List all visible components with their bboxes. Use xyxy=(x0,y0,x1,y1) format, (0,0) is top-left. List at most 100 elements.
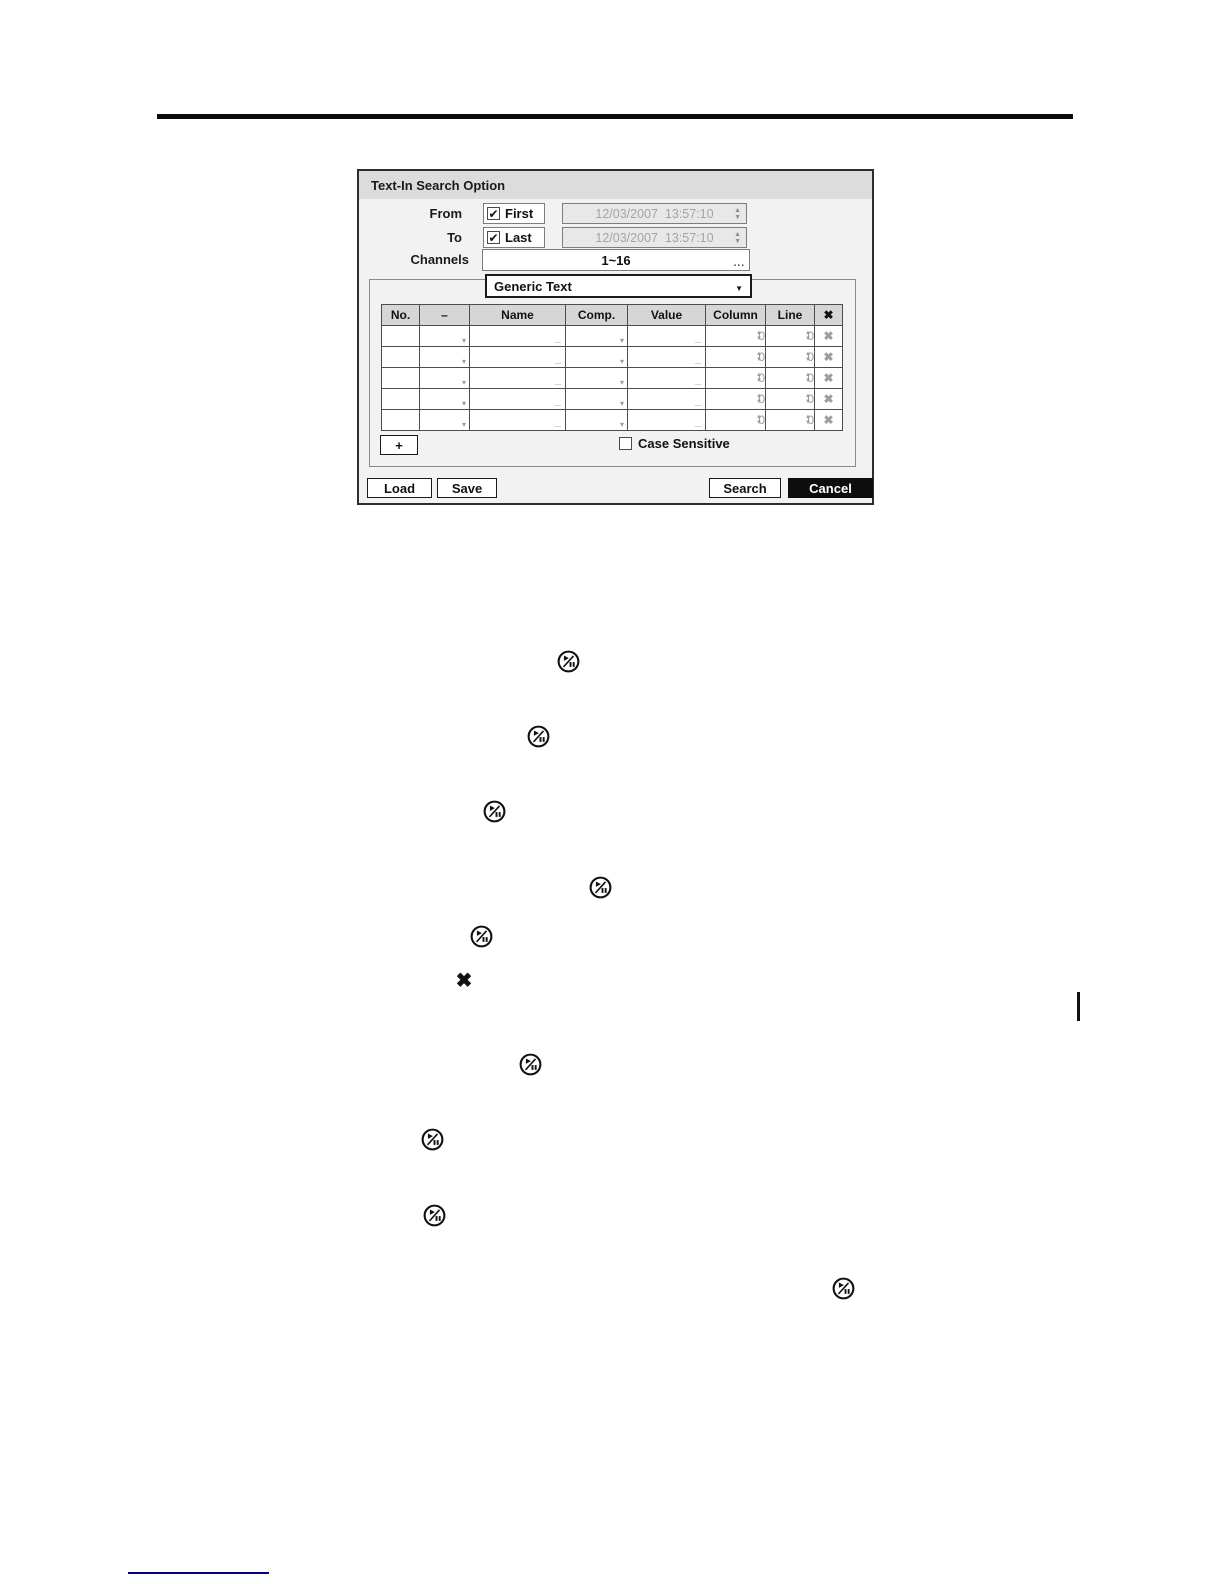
keyboard-entry-icon: _ xyxy=(694,374,701,386)
delete-row-button[interactable]: ✖ xyxy=(814,325,843,347)
text-in-search-option-dialog: Text-In Search Option From ✔ First 12/03… xyxy=(357,169,874,505)
column-cell-spinner[interactable]: 0 ▲ ▼ xyxy=(705,325,766,347)
chevron-down-icon: ▾ xyxy=(461,399,466,408)
footnote-rule xyxy=(128,1572,269,1574)
load-button[interactable]: Load xyxy=(367,478,432,498)
col-header-dash: – xyxy=(419,304,470,326)
spinner-up-icon[interactable]: ▲ xyxy=(734,207,741,214)
chevron-down-icon: ▾ xyxy=(461,336,466,345)
delete-row-button[interactable]: ✖ xyxy=(814,409,843,431)
spinner-icon[interactable]: ▲ ▼ xyxy=(756,330,762,342)
from-first-checkbox-field[interactable]: ✔ First xyxy=(483,203,545,224)
dash-cell-dropdown[interactable]: ▾ xyxy=(419,346,470,368)
line-cell-spinner[interactable]: 0 ▲ ▼ xyxy=(765,388,815,410)
keyboard-entry-icon: _ xyxy=(694,332,701,344)
save-button[interactable]: Save xyxy=(437,478,497,498)
spinner-icon[interactable]: ▲ ▼ xyxy=(756,414,762,426)
keyboard-entry-icon: _ xyxy=(554,374,561,386)
text-type-dropdown[interactable]: Generic Text ▼ xyxy=(485,274,752,298)
search-button[interactable]: Search xyxy=(709,478,781,498)
table-header-row: No. – Name Comp. Value Column Line ✖ xyxy=(381,304,843,326)
value-cell-input[interactable]: _ xyxy=(627,388,706,410)
dash-cell-dropdown[interactable]: ▾ xyxy=(419,388,470,410)
chevron-down-icon: ▾ xyxy=(461,357,466,366)
spinner-icon[interactable]: ▲ ▼ xyxy=(756,372,762,384)
name-cell-input[interactable]: _ xyxy=(469,367,566,389)
spinner-up-icon[interactable]: ▲ xyxy=(734,231,741,238)
chevron-down-icon: ▾ xyxy=(461,378,466,387)
to-datetime-spinner[interactable]: ▲ ▼ xyxy=(734,231,741,245)
value-cell-input[interactable]: _ xyxy=(627,409,706,431)
play-pause-button-icon xyxy=(527,725,550,748)
play-pause-button-icon xyxy=(519,1053,542,1076)
spinner-icon[interactable]: ▲ ▼ xyxy=(756,393,762,405)
spinner-icon[interactable]: ▲ ▼ xyxy=(805,351,811,363)
from-datetime-spinner[interactable]: ▲ ▼ xyxy=(734,207,741,221)
column-cell-spinner[interactable]: 0 ▲ ▼ xyxy=(705,346,766,368)
dash-cell-dropdown[interactable]: ▾ xyxy=(419,409,470,431)
name-cell-input[interactable]: _ xyxy=(469,346,566,368)
condition-row: ▾ _ ▾ _ 0 ▲ ▼ 0 ▲ ▼ ✖ xyxy=(381,346,843,368)
name-cell-input[interactable]: _ xyxy=(469,409,566,431)
dialog-title-band xyxy=(359,171,872,199)
comp-cell-dropdown[interactable]: ▾ xyxy=(565,388,628,410)
keyboard-entry-icon: _ xyxy=(554,353,561,365)
value-cell-input[interactable]: _ xyxy=(627,325,706,347)
name-cell-input[interactable]: _ xyxy=(469,388,566,410)
channels-field[interactable]: 1~16 ... xyxy=(482,249,750,271)
column-cell-spinner[interactable]: 0 ▲ ▼ xyxy=(705,367,766,389)
keyboard-entry-icon: _ xyxy=(694,416,701,428)
value-cell-input[interactable]: _ xyxy=(627,346,706,368)
spinner-down-icon[interactable]: ▼ xyxy=(734,214,741,221)
chevron-down-icon: ▾ xyxy=(619,357,624,366)
play-pause-button-icon xyxy=(423,1204,446,1227)
case-sensitive-checkbox[interactable] xyxy=(619,437,632,450)
dialog-title: Text-In Search Option xyxy=(371,178,506,193)
condition-row: ▾ _ ▾ _ 0 ▲ ▼ 0 ▲ ▼ ✖ xyxy=(381,325,843,347)
name-cell-input[interactable]: _ xyxy=(469,325,566,347)
spinner-icon[interactable]: ▲ ▼ xyxy=(805,330,811,342)
col-header-value: Value xyxy=(627,304,706,326)
delete-row-button[interactable]: ✖ xyxy=(814,367,843,389)
to-datetime-field[interactable]: 12/03/2007 13:57:10 ▲ ▼ xyxy=(562,227,747,248)
channels-value: 1~16 xyxy=(601,252,631,268)
delete-row-button[interactable]: ✖ xyxy=(814,346,843,368)
col-header-delete-icon: ✖ xyxy=(814,304,843,326)
from-first-checkbox[interactable]: ✔ xyxy=(487,206,500,221)
line-cell-spinner[interactable]: 0 ▲ ▼ xyxy=(765,367,815,389)
chevron-down-icon: ▾ xyxy=(461,420,466,429)
play-pause-button-icon xyxy=(832,1277,855,1300)
column-cell-spinner[interactable]: 0 ▲ ▼ xyxy=(705,388,766,410)
line-cell-spinner[interactable]: 0 ▲ ▼ xyxy=(765,409,815,431)
delete-row-button[interactable]: ✖ xyxy=(814,388,843,410)
spinner-down-icon[interactable]: ▼ xyxy=(734,238,741,245)
comp-cell-dropdown[interactable]: ▾ xyxy=(565,346,628,368)
chevron-down-icon: ▾ xyxy=(619,336,624,345)
comp-cell-dropdown[interactable]: ▾ xyxy=(565,367,628,389)
channels-label: Channels xyxy=(410,252,469,267)
dash-cell-dropdown[interactable]: ▾ xyxy=(419,367,470,389)
spinner-icon[interactable]: ▲ ▼ xyxy=(805,372,811,384)
from-datetime-field[interactable]: 12/03/2007 13:57:10 ▲ ▼ xyxy=(562,203,747,224)
spinner-icon[interactable]: ▲ ▼ xyxy=(805,393,811,405)
value-cell-input[interactable]: _ xyxy=(627,367,706,389)
dash-cell-dropdown[interactable]: ▾ xyxy=(419,325,470,347)
play-pause-button-icon xyxy=(557,650,580,673)
case-sensitive-option[interactable]: Case Sensitive xyxy=(619,436,730,451)
line-cell-spinner[interactable]: 0 ▲ ▼ xyxy=(765,346,815,368)
comp-cell-dropdown[interactable]: ▾ xyxy=(565,409,628,431)
spinner-icon[interactable]: ▲ ▼ xyxy=(805,414,811,426)
from-datetime-value: 12/03/2007 13:57:10 xyxy=(595,206,714,221)
line-cell-spinner[interactable]: 0 ▲ ▼ xyxy=(765,325,815,347)
column-cell-spinner[interactable]: 0 ▲ ▼ xyxy=(705,409,766,431)
cancel-button[interactable]: Cancel xyxy=(788,478,873,498)
spinner-icon[interactable]: ▲ ▼ xyxy=(756,351,762,363)
col-header-line: Line xyxy=(765,304,815,326)
case-sensitive-label: Case Sensitive xyxy=(638,436,730,451)
add-row-button[interactable]: + xyxy=(380,435,418,455)
to-last-checkbox[interactable]: ✔ xyxy=(487,230,500,245)
to-last-checkbox-field[interactable]: ✔ Last xyxy=(483,227,545,248)
no-cell xyxy=(381,388,420,410)
play-pause-button-icon xyxy=(470,925,493,948)
comp-cell-dropdown[interactable]: ▾ xyxy=(565,325,628,347)
